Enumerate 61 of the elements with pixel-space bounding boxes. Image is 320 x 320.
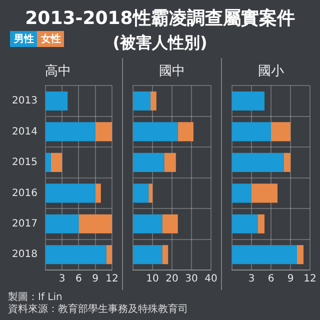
bar — [232, 245, 297, 264]
bar — [133, 91, 151, 110]
bar — [133, 214, 162, 234]
source-note: 資料來源：教育部學生事務及特殊教育司 — [8, 304, 188, 316]
text: 2013-2018性霸凌調查屬實案件 — [24, 7, 296, 30]
x-tick-label: 12 — [304, 274, 316, 285]
bar — [45, 122, 96, 142]
bar — [50, 152, 62, 172]
bar — [133, 152, 164, 172]
chart-title: 高中 — [45, 63, 71, 80]
y-tick-label: 2013 — [12, 96, 38, 107]
y-tick-label: 2017 — [12, 218, 38, 230]
x-tick-label: 30 — [185, 274, 198, 285]
y-tick-label: 2018 — [12, 249, 38, 260]
x-tick-label: 6 — [268, 274, 274, 285]
bar — [45, 91, 68, 110]
x-tick-label: 6 — [76, 274, 82, 285]
y-tick-label: 2014 — [12, 126, 38, 138]
x-tick-label: 40 — [204, 274, 218, 285]
bar — [297, 245, 304, 264]
legend-label: 女性 — [41, 31, 64, 47]
bar — [95, 184, 101, 203]
bar — [150, 91, 156, 110]
bar — [95, 122, 112, 142]
bar — [106, 245, 112, 264]
bar — [164, 152, 176, 172]
legend-label: 男性 — [14, 31, 37, 47]
bar — [252, 184, 278, 203]
y-tick-label: 2015 — [12, 157, 38, 168]
bar — [162, 245, 168, 264]
bar — [232, 122, 271, 142]
bar — [148, 184, 152, 203]
x-tick-label: 3 — [58, 274, 66, 285]
text: (被害人性別) — [112, 33, 208, 52]
bar — [78, 214, 112, 234]
bar — [232, 214, 258, 234]
bar — [162, 214, 178, 234]
y-tick-label: 2016 — [12, 188, 38, 199]
x-tick-label: 10 — [146, 274, 159, 285]
bar — [232, 184, 252, 203]
chart-title: 國小 — [258, 64, 284, 80]
bar — [178, 122, 194, 142]
x-tick-label: 3 — [248, 274, 255, 285]
bar — [258, 214, 264, 234]
bar — [284, 152, 290, 172]
x-tick-label: 9 — [287, 274, 294, 285]
x-tick-label: 20 — [166, 274, 178, 285]
bar — [45, 214, 79, 234]
bar — [133, 122, 178, 142]
bar — [271, 122, 290, 142]
text: 製圖：If Lin — [8, 292, 64, 304]
x-tick-label: 12 — [106, 274, 118, 285]
x-tick-label: 9 — [92, 274, 99, 285]
bar — [45, 184, 96, 203]
bar — [133, 245, 162, 264]
bar — [133, 184, 149, 203]
bar — [45, 152, 51, 172]
bar — [232, 152, 284, 172]
chart-title: 國中 — [159, 64, 185, 80]
bar — [45, 245, 106, 264]
bar — [232, 91, 264, 110]
